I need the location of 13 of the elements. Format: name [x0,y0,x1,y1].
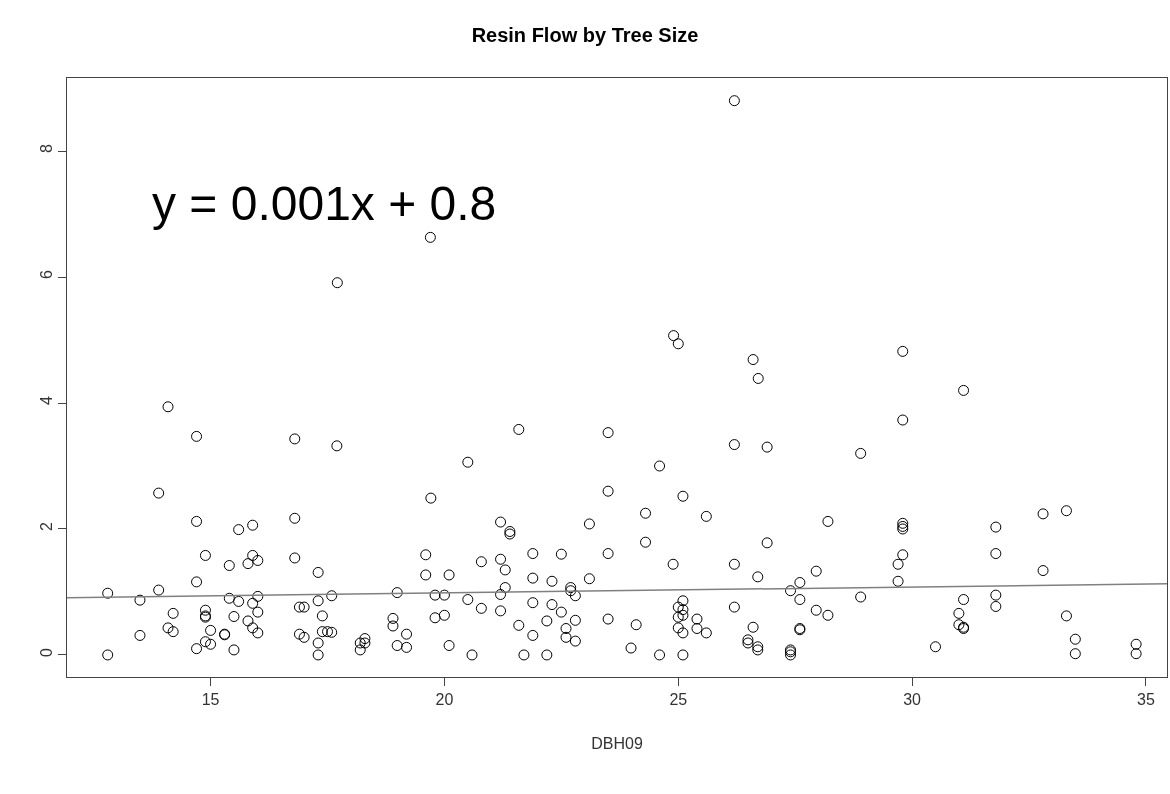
annotation: y = 0.001x + 0.8 [152,177,497,230]
y-tick-label: 4 [37,396,55,406]
y-tick-label: 2 [37,522,55,532]
x-tick-label: 25 [669,691,688,709]
y-tick-label: 6 [37,270,55,280]
x-tick-label: 20 [435,691,454,709]
y-tick-label: 0 [37,648,55,657]
x-tick-label: 35 [1137,691,1155,709]
x-axis-title: DBH09 [591,734,643,752]
chart-title: Resin Flow by Tree Size [471,23,699,46]
x-tick-label: 30 [903,691,922,709]
x-tick-label: 15 [201,691,220,709]
y-tick-label: 8 [37,144,55,154]
